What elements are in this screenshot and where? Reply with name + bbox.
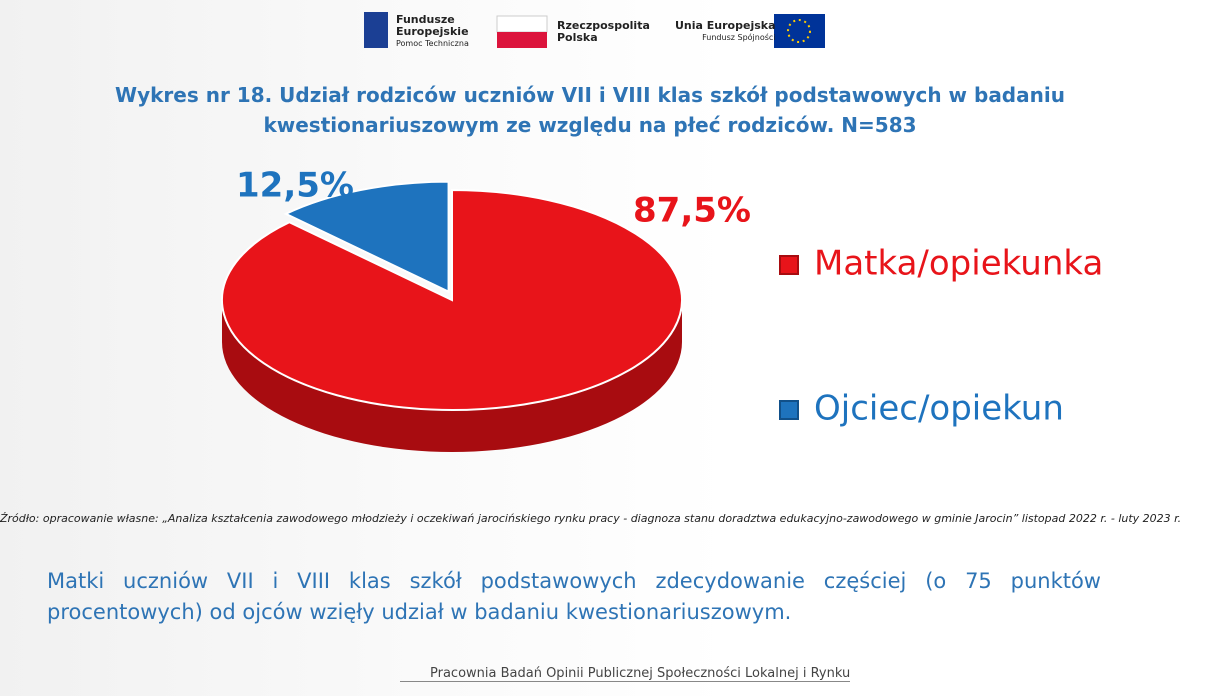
chart-title: Wykres nr 18. Udział rodziców uczniów VI…: [115, 83, 1065, 137]
logo-fe: [364, 12, 388, 48]
legend-swatch: [779, 255, 799, 275]
logo-pl: [496, 15, 548, 33]
legend-swatch: [779, 400, 799, 420]
eu-stars: [787, 19, 811, 43]
value-label: 87,5%: [633, 191, 751, 231]
slice: [283, 180, 450, 294]
logo-text: Unia Europejska Fundusz Spójności: [675, 19, 776, 43]
legend-label: Ojciec/opiekun: [814, 389, 1064, 429]
logo-text: Fundusze Europejskie Pomoc Techniczna: [396, 13, 469, 49]
summary: Matki uczniów VII i VIII klas szkół pods…: [47, 569, 1101, 624]
source: Źródło: opracowanie własne: „Analiza ksz…: [0, 512, 1182, 525]
logo-pl-red: [497, 32, 547, 48]
slice: [221, 188, 683, 411]
slice-side: [222, 300, 682, 452]
value-label: 12,5%: [236, 166, 354, 206]
logo-text: Rzeczpospolita Polska: [557, 19, 650, 44]
footer: Pracownia Badań Opinii Publicznej Społec…: [400, 666, 851, 682]
legend-label: Matka/opiekunka: [814, 244, 1103, 284]
